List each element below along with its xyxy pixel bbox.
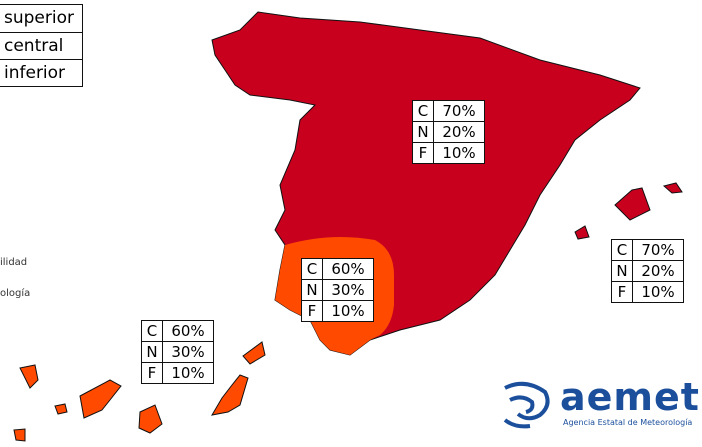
category-cell: N: [141, 341, 163, 363]
table-row: N 20%: [412, 121, 485, 143]
legend-item: inferior: [0, 59, 82, 86]
legend: superior central inferior: [0, 4, 83, 87]
table-row: C 60%: [301, 258, 374, 280]
table-row: N 30%: [141, 341, 214, 363]
island: [13, 428, 26, 442]
table-row: C 60%: [141, 320, 214, 342]
probability-table: C 70% N 20% F 10%: [412, 100, 485, 164]
probability-cell: 10%: [433, 142, 485, 164]
probability-table: C 70% N 20% F 10%: [611, 239, 684, 303]
category-cell: F: [412, 142, 434, 164]
logo-name: aemet: [560, 375, 700, 419]
probability-cell: 10%: [162, 362, 214, 384]
category-cell: F: [301, 300, 323, 322]
menorca: [662, 182, 683, 194]
island: [79, 379, 122, 419]
table-row: F 10%: [611, 281, 684, 303]
probability-cell: 70%: [433, 100, 485, 122]
table-row: N 20%: [611, 260, 684, 282]
island: [211, 374, 249, 416]
probability-cell: 10%: [632, 281, 684, 303]
category-cell: C: [611, 239, 633, 261]
peninsula: [211, 11, 641, 356]
probability-cell: 20%: [433, 121, 485, 143]
table-row: C 70%: [611, 239, 684, 261]
legend-item: superior: [4, 8, 74, 28]
probability-cell: 10%: [322, 300, 374, 322]
probability-table: C 60% N 30% F 10%: [141, 320, 214, 384]
table-row: C 70%: [412, 100, 485, 122]
island: [242, 341, 266, 365]
probability-cell: 30%: [322, 279, 374, 301]
probability-cell: 70%: [632, 239, 684, 261]
category-cell: N: [611, 260, 633, 282]
probability-cell: 60%: [322, 258, 374, 280]
side-label: ología: [0, 288, 31, 299]
mallorca: [614, 187, 651, 221]
table-row: F 10%: [412, 142, 485, 164]
probability-table: C 60% N 30% F 10%: [301, 258, 374, 322]
island: [138, 404, 163, 434]
island: [54, 403, 68, 415]
category-cell: C: [141, 320, 163, 342]
category-cell: C: [301, 258, 323, 280]
probability-cell: 20%: [632, 260, 684, 282]
category-cell: F: [611, 281, 633, 303]
probability-cell: 60%: [162, 320, 214, 342]
legend-item: central: [0, 32, 82, 59]
category-cell: F: [141, 362, 163, 384]
side-label: ilidad: [0, 257, 28, 268]
ibiza: [574, 225, 590, 240]
category-cell: N: [301, 279, 323, 301]
island: [19, 364, 39, 389]
probability-cell: 30%: [162, 341, 214, 363]
table-row: F 10%: [141, 362, 214, 384]
category-cell: N: [412, 121, 434, 143]
table-row: F 10%: [301, 300, 374, 322]
logo-subtitle: Agencia Estatal de Meteorología: [563, 418, 693, 427]
logo-icon: [503, 381, 550, 429]
table-row: N 30%: [301, 279, 374, 301]
category-cell: C: [412, 100, 434, 122]
